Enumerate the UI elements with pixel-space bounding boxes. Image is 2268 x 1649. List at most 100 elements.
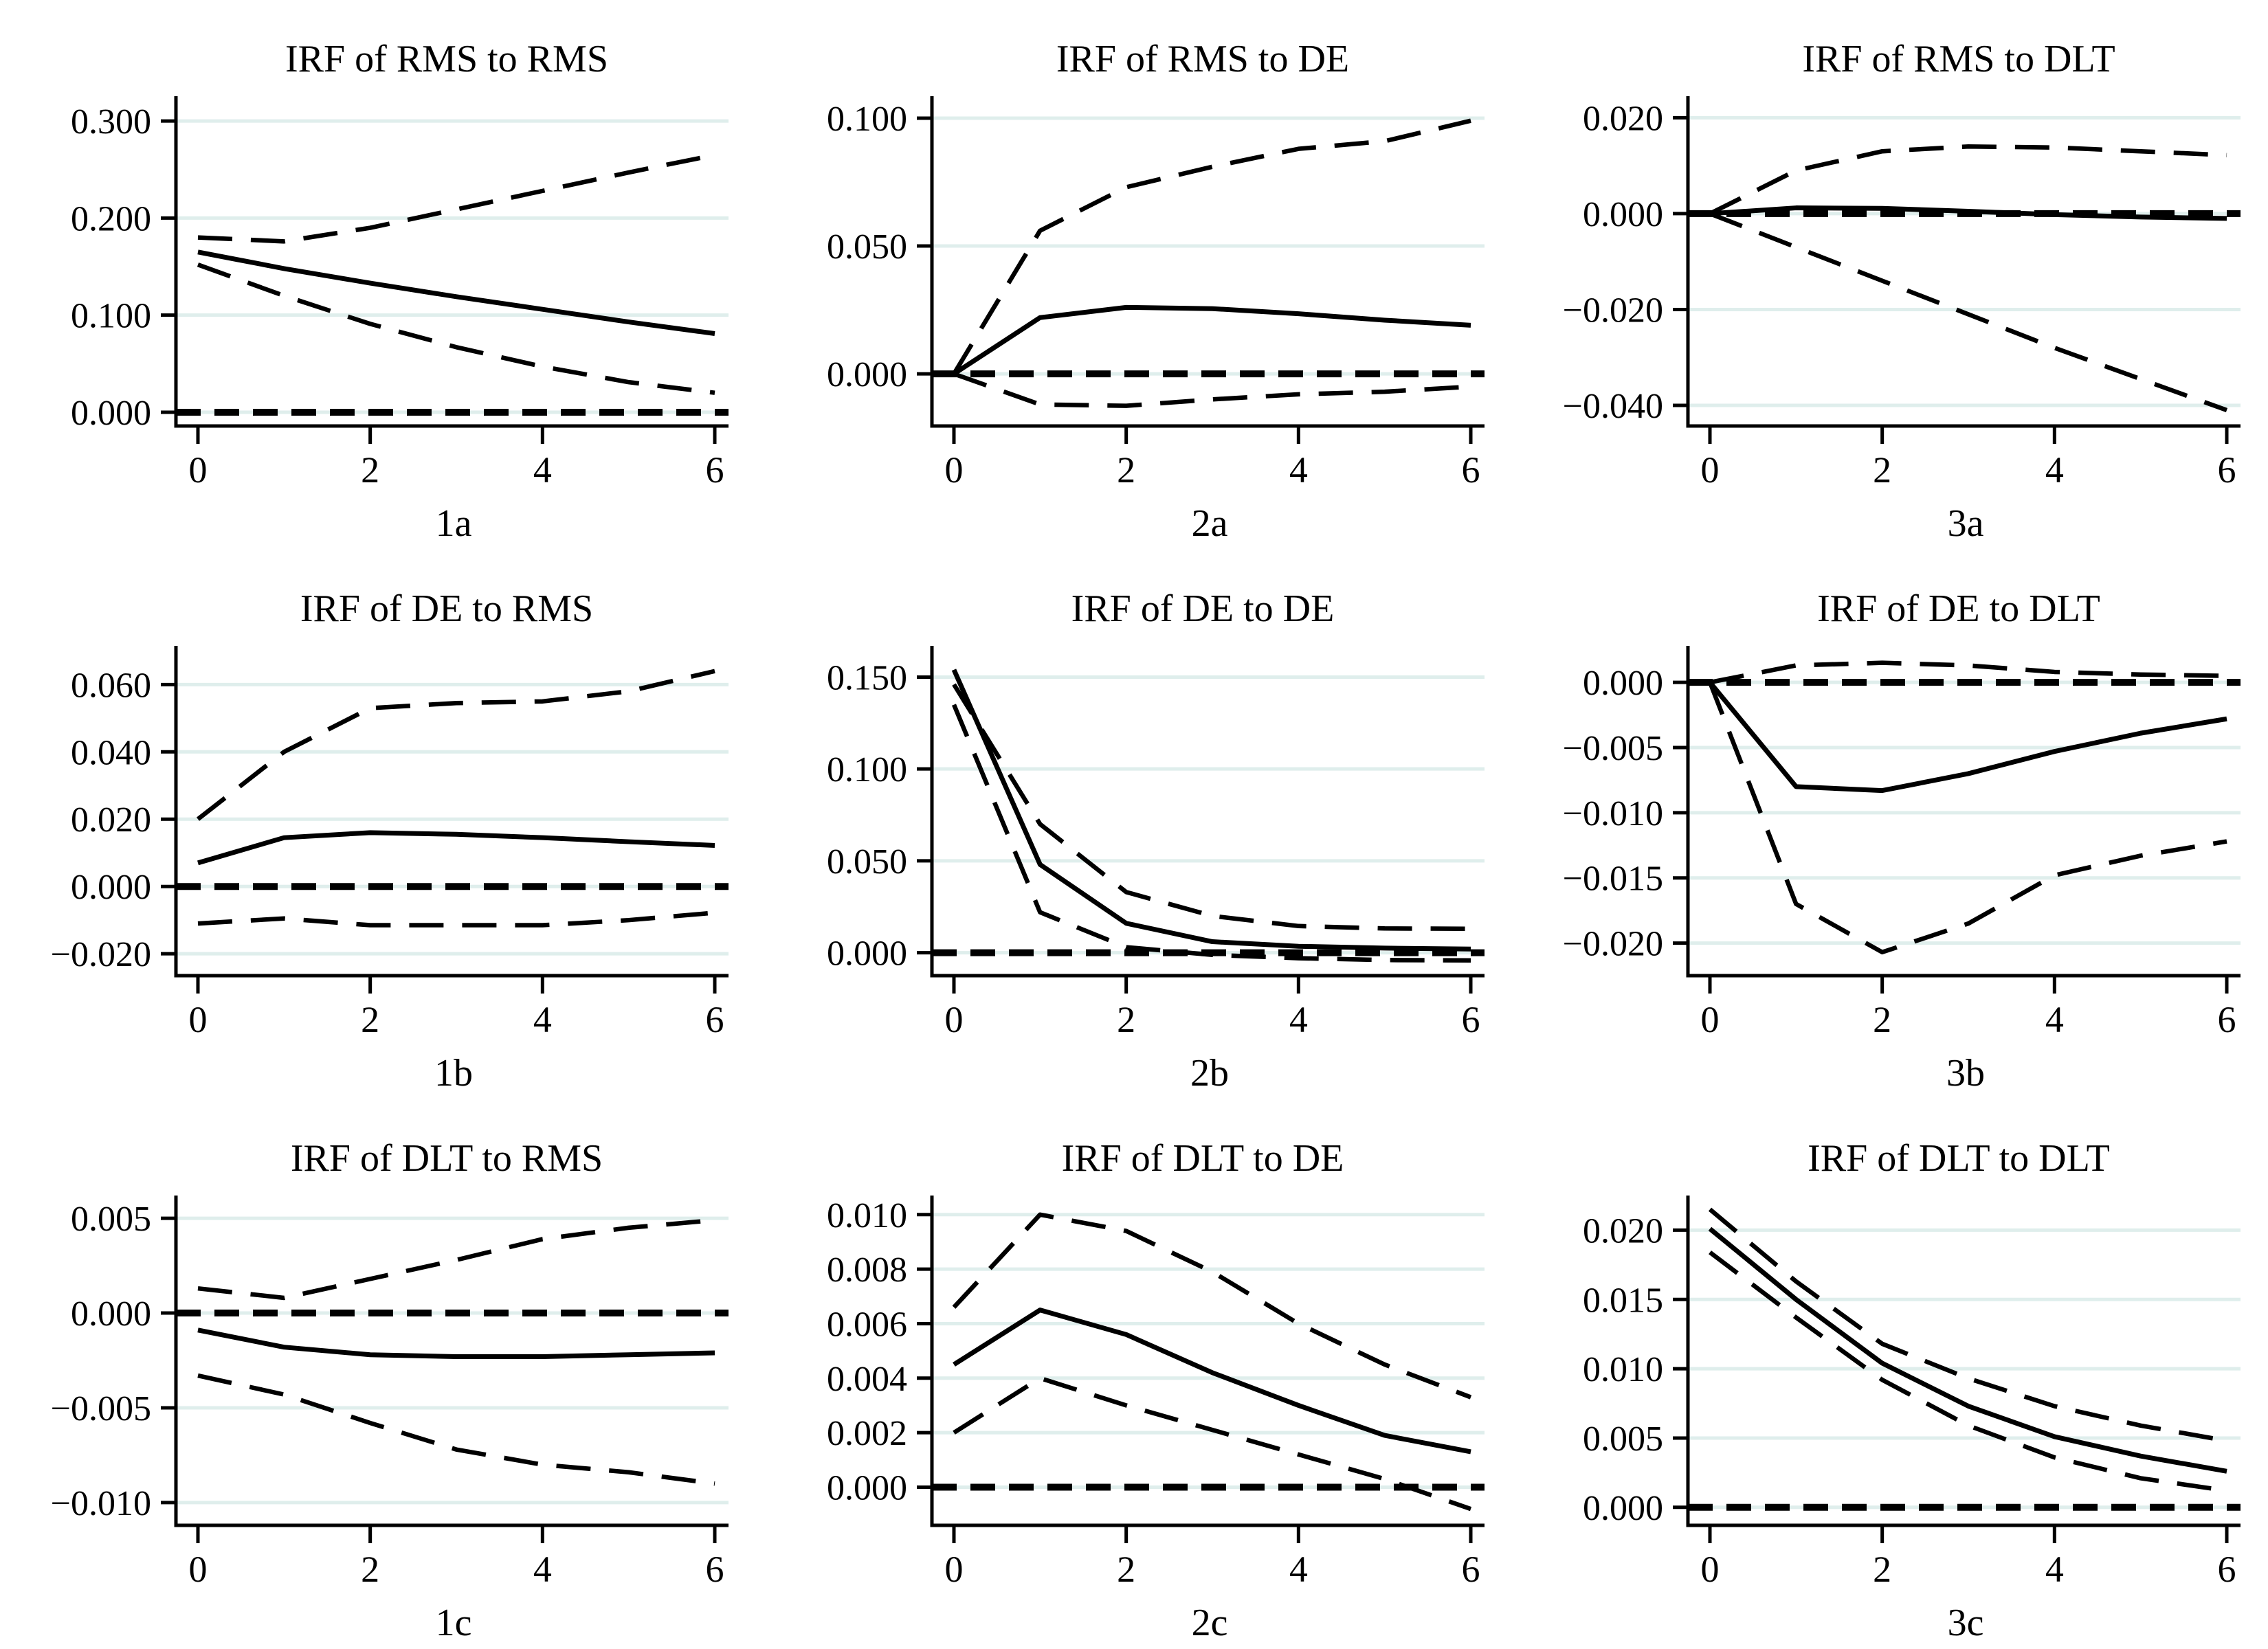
x-tick-label: 6	[706, 1549, 724, 1590]
y-tick-label: 0.000	[1583, 195, 1663, 234]
irf-panel-3b: IRF of DE to DLT 0.000 −0.005 −0.010 −0.015…	[1512, 550, 2268, 1099]
irf-panel-3a: IRF of RMS to DLT 0.020 0.000 −0.020 −0.040…	[1512, 0, 2268, 550]
upper-ci-line	[952, 118, 1471, 375]
y-tick-label: 0.040	[71, 733, 151, 772]
x-tick-label: 2	[1873, 999, 1891, 1040]
lower-ci-line	[1709, 1250, 2227, 1493]
x-tick-label: 2	[1873, 449, 1891, 491]
panel-xlabel: 1b	[434, 1052, 473, 1095]
x-tick-label: 4	[1289, 999, 1308, 1040]
irf-plot: IRF of RMS to DE 0.100 0.050 0.000 0 2 4 6 2a	[827, 38, 1485, 545]
panel-title: IRF of DE to RMS	[300, 587, 593, 630]
y-tick-label: 0.000	[71, 394, 151, 433]
plot-layer: 0.020 0.000 −0.020 −0.040 0 2 4 6	[1563, 96, 2241, 491]
panel-title: IRF of RMS to RMS	[285, 38, 608, 80]
x-tick-label: 6	[1462, 999, 1480, 1040]
irf-plot: IRF of DE to RMS 0.060 0.040 0.020 0.000 −0.…	[51, 587, 729, 1095]
y-tick-label: 0.000	[827, 1468, 907, 1507]
panel-title: IRF of RMS to DE	[1056, 38, 1349, 80]
y-tick-label: 0.000	[827, 355, 907, 394]
plot-layer: 0.100 0.050 0.000 0 2 4 6	[827, 96, 1485, 491]
irf-plot: IRF of DLT to DE 0.0100.0080.0060.0040.0…	[827, 1137, 1485, 1644]
y-tick-label: 0.006	[827, 1305, 907, 1344]
irf-line	[1708, 1226, 2227, 1474]
x-tick-label: 4	[533, 1549, 552, 1590]
upper-ci-line	[197, 153, 715, 244]
panel-xlabel: 2b	[1190, 1052, 1229, 1095]
y-tick-label: 0.002	[827, 1414, 907, 1453]
x-tick-label: 2	[361, 449, 379, 491]
plot-layer: 0.005 0.000 −0.005 −0.010 0 2 4 6	[51, 1196, 729, 1590]
plot-layer: 0.020 0.015 0.010 0.005 0.000 0 2 4 6	[1583, 1196, 2241, 1590]
x-tick-label: 2	[1117, 999, 1135, 1040]
y-tick-label: 0.300	[71, 102, 151, 142]
panel-title: IRF of DLT to DE	[1062, 1137, 1344, 1180]
x-tick-label: 4	[1289, 1549, 1308, 1590]
x-tick-label: 6	[1462, 449, 1480, 491]
irf-panel-2b: IRF of DE to DE 0.150 0.100 0.050 0.000 0 2 4 6…	[756, 550, 1512, 1099]
irf-line	[197, 249, 715, 336]
lower-ci-line	[1707, 681, 2227, 955]
lower-ci-line	[197, 910, 715, 928]
y-tick-label: −0.020	[1563, 925, 1663, 964]
irf-line	[1708, 680, 2227, 794]
lower-ci-line	[953, 1376, 1472, 1512]
x-tick-label: 0	[189, 449, 208, 491]
irf-plot: IRF of DE to DLT 0.000 −0.005 −0.010 −0.015…	[1563, 587, 2241, 1095]
x-tick-label: 6	[2218, 999, 2236, 1040]
y-tick-label: −0.005	[1563, 729, 1663, 768]
plot-layer: 0.000 −0.005 −0.010 −0.015 −0.020 0 2 4 6	[1563, 646, 2241, 1040]
panel-xlabel: 3b	[1946, 1052, 1985, 1095]
x-tick-label: 2	[1873, 1549, 1891, 1590]
y-tick-label: 0.008	[827, 1250, 907, 1290]
x-tick-label: 0	[1701, 999, 1720, 1040]
irf-panel-1a: IRF of RMS to RMS 0.300 0.200 0.100 0.000 0 2…	[0, 0, 756, 550]
irf-plot: IRF of RMS to DLT 0.020 0.000 −0.020 −0.040…	[1563, 38, 2241, 545]
irf-line	[953, 1308, 1471, 1455]
upper-ci-line	[197, 1218, 715, 1301]
panel-title: IRF of DLT to DLT	[1808, 1137, 2110, 1180]
y-tick-label: 0.100	[827, 750, 907, 789]
y-tick-label: 0.010	[827, 1196, 907, 1235]
y-tick-label: 0.000	[71, 1294, 151, 1334]
y-tick-label: 0.005	[1583, 1420, 1663, 1459]
panel-xlabel: 2a	[1192, 502, 1228, 545]
lower-ci-line	[953, 372, 1471, 408]
plot-layer: 0.150 0.100 0.050 0.000 0 2 4 6	[827, 646, 1485, 1040]
upper-ci-line	[1709, 144, 2227, 216]
x-tick-label: 2	[361, 999, 379, 1040]
irf-plot: IRF of DLT to DLT 0.0200.0150.0100.0050.…	[1583, 1137, 2241, 1644]
y-tick-label: 0.200	[71, 199, 151, 238]
x-tick-label: 6	[2218, 1549, 2236, 1590]
x-tick-label: 2	[1117, 1549, 1135, 1590]
lower-ci-line	[951, 704, 1471, 963]
y-tick-label: −0.020	[51, 935, 151, 974]
panel-title: IRF of DE to DE	[1071, 587, 1335, 630]
x-tick-label: 0	[189, 999, 208, 1040]
x-tick-label: 4	[1289, 449, 1308, 491]
x-tick-label: 6	[706, 999, 724, 1040]
y-tick-label: 0.060	[71, 666, 151, 705]
irf-line	[953, 304, 1471, 377]
x-tick-label: 6	[706, 449, 724, 491]
plot-layer: 0.060 0.040 0.020 0.000 −0.020 0 2 4 6	[51, 646, 729, 1040]
x-tick-label: 6	[1462, 1549, 1480, 1590]
y-tick-label: 0.020	[71, 800, 151, 840]
x-tick-label: 2	[1117, 449, 1135, 491]
y-tick-label: −0.040	[1563, 387, 1663, 426]
x-tick-label: 0	[189, 1549, 208, 1590]
irf-panel-3c: IRF of DLT to DLT 0.020 0.015 0.010 0.005 0.…	[1512, 1099, 2268, 1649]
irf-panel-2c: IRF of DLT to DE 0.010 0.008 0.006 0.004 0.0…	[756, 1099, 1512, 1649]
lower-ci-line	[1709, 211, 2228, 413]
panel-title: IRF of RMS to DLT	[1802, 38, 2115, 80]
x-tick-label: 0	[945, 999, 964, 1040]
irf-plot: IRF of RMS to RMS 0.300 0.200 0.100 0.000 0 2…	[71, 38, 729, 545]
y-tick-label: −0.020	[1563, 291, 1663, 330]
x-tick-label: 0	[945, 449, 964, 491]
x-tick-label: 4	[2045, 1549, 2064, 1590]
lower-ci-line	[197, 262, 715, 395]
upper-ci-line	[952, 1212, 1472, 1400]
y-tick-label: −0.015	[1563, 860, 1663, 899]
y-tick-label: 0.020	[1583, 1211, 1663, 1250]
